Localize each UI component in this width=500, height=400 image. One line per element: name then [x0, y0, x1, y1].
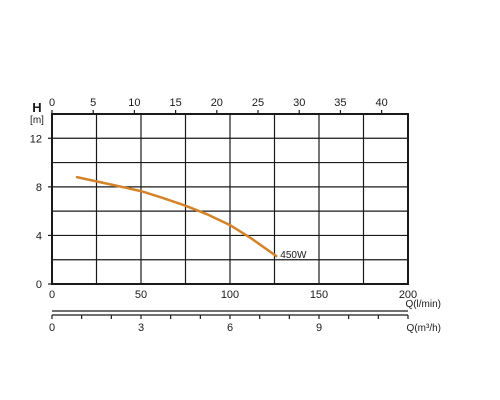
- series: [75, 175, 278, 258]
- top-tick-label: 35: [334, 97, 346, 109]
- y-tick-label: 12: [30, 133, 42, 145]
- y-tick-label: 8: [36, 182, 42, 194]
- x-axis-title-m3h: Q(m³/h): [407, 323, 441, 334]
- top-tick-label: 15: [169, 97, 181, 109]
- series-label-450w: 450W: [280, 250, 307, 261]
- bottom-tick-label: 6: [227, 322, 233, 334]
- top-tick-label: 0: [49, 97, 55, 109]
- y-axis-unit: [m]: [30, 115, 44, 126]
- y-axis-title: H: [32, 100, 41, 115]
- top-tick-label: 25: [252, 97, 264, 109]
- bottom-tick-label: 9: [316, 322, 322, 334]
- top-tick-label: 40: [376, 97, 388, 109]
- grid: [51, 113, 409, 285]
- x-tick-label: 200: [399, 289, 417, 301]
- x-tick-label: 0: [49, 289, 55, 301]
- top-axis-m3h: 0 5 10 15 20 25 30 35 40: [49, 97, 388, 114]
- x-tick-label: 150: [310, 289, 328, 301]
- x-tick-label: 50: [135, 289, 147, 301]
- top-tick-label: 10: [128, 97, 140, 109]
- series-line-450w: [75, 175, 278, 258]
- x-axis-lpm: 0 50 100 150 200: [49, 289, 417, 312]
- x-axis-title-lpm: Q(l/min): [405, 299, 441, 310]
- bottom-axis-m3h: 0 3 6 9: [49, 314, 409, 334]
- bottom-tick-label: 3: [138, 322, 144, 334]
- plot-frame: [51, 113, 409, 285]
- y-tick-label: 4: [36, 230, 42, 242]
- bottom-tick-label: 0: [49, 322, 55, 334]
- y-axis: 0 4 8 12: [30, 133, 52, 291]
- x-tick-label: 100: [221, 289, 239, 301]
- top-tick-label: 5: [90, 97, 96, 109]
- y-tick-label: 0: [36, 279, 42, 291]
- top-tick-label: 20: [211, 97, 223, 109]
- top-tick-label: 30: [293, 97, 305, 109]
